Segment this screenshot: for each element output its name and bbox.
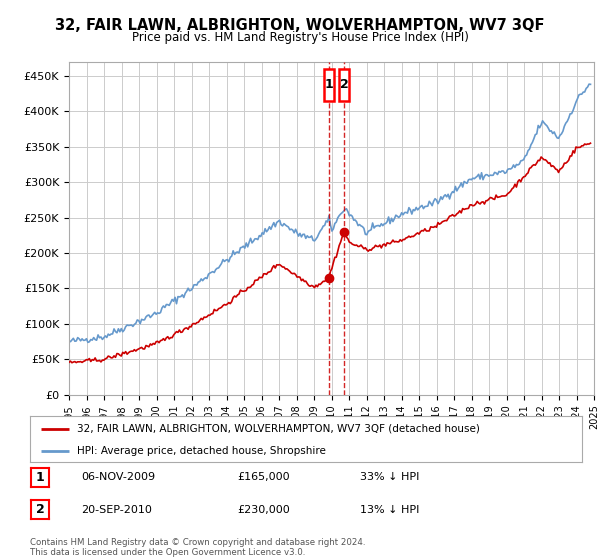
Text: 32, FAIR LAWN, ALBRIGHTON, WOLVERHAMPTON, WV7 3QF: 32, FAIR LAWN, ALBRIGHTON, WOLVERHAMPTON… xyxy=(55,18,545,33)
FancyBboxPatch shape xyxy=(339,69,349,101)
Text: Price paid vs. HM Land Registry's House Price Index (HPI): Price paid vs. HM Land Registry's House … xyxy=(131,31,469,44)
Text: 2: 2 xyxy=(340,78,349,91)
Text: 20-SEP-2010: 20-SEP-2010 xyxy=(81,505,152,515)
Text: 13% ↓ HPI: 13% ↓ HPI xyxy=(360,505,419,515)
Text: 1: 1 xyxy=(325,78,333,91)
Text: Contains HM Land Registry data © Crown copyright and database right 2024.
This d: Contains HM Land Registry data © Crown c… xyxy=(30,538,365,557)
Text: £165,000: £165,000 xyxy=(237,472,290,482)
Text: £230,000: £230,000 xyxy=(237,505,290,515)
Text: 06-NOV-2009: 06-NOV-2009 xyxy=(81,472,155,482)
Text: 1: 1 xyxy=(36,470,44,484)
Text: 32, FAIR LAWN, ALBRIGHTON, WOLVERHAMPTON, WV7 3QF (detached house): 32, FAIR LAWN, ALBRIGHTON, WOLVERHAMPTON… xyxy=(77,424,480,434)
Text: 33% ↓ HPI: 33% ↓ HPI xyxy=(360,472,419,482)
Text: HPI: Average price, detached house, Shropshire: HPI: Average price, detached house, Shro… xyxy=(77,446,326,455)
Text: 2: 2 xyxy=(36,503,44,516)
FancyBboxPatch shape xyxy=(324,69,334,101)
